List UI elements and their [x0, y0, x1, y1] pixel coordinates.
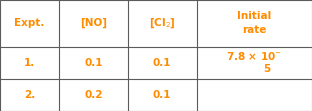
Text: [NO]: [NO] — [80, 18, 107, 28]
Text: [Cl$_2$]: [Cl$_2$] — [149, 17, 176, 30]
Text: 2.: 2. — [24, 90, 35, 100]
Text: Expt.: Expt. — [14, 18, 45, 28]
Text: 0.1: 0.1 — [153, 58, 172, 68]
Text: 1.: 1. — [24, 58, 35, 68]
Text: Initial
rate: Initial rate — [237, 11, 271, 35]
Text: 5: 5 — [263, 64, 271, 74]
Text: 0.2: 0.2 — [84, 90, 103, 100]
Text: 0.1: 0.1 — [153, 90, 172, 100]
Text: 0.1: 0.1 — [84, 58, 103, 68]
Text: 7.8 × 10$^{-}$: 7.8 × 10$^{-}$ — [226, 50, 282, 62]
